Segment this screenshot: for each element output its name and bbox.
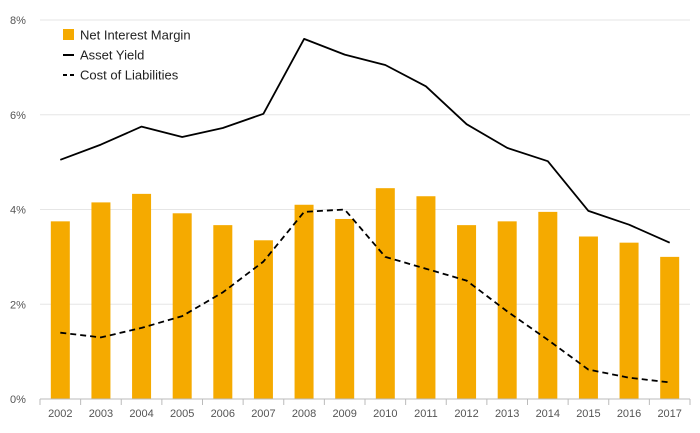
bar-2002 xyxy=(50,221,70,399)
y-tick-label: 6% xyxy=(10,110,26,122)
x-tick-label: 2014 xyxy=(536,408,560,420)
x-tick-label: 2013 xyxy=(495,408,519,420)
bar-2013 xyxy=(497,221,517,399)
x-tick-label: 2011 xyxy=(414,408,438,420)
bar-2008 xyxy=(294,204,314,399)
x-axis: 2002 2003 2004 2005 2006 2007 2008 2009 2010 2011… xyxy=(39,398,691,420)
legend: Net Interest Margin Asset Yield Cost of … xyxy=(63,28,191,83)
y-tick-label: 0% xyxy=(10,394,26,406)
x-tick-label: 2002 xyxy=(48,408,72,420)
x-tick-label: 2010 xyxy=(373,408,397,420)
bar-2009 xyxy=(335,218,355,399)
y-tick-label: 8% xyxy=(10,15,26,27)
x-tick-label: 2012 xyxy=(454,408,478,420)
bar-2007 xyxy=(253,240,273,399)
x-tick-label: 2004 xyxy=(129,408,153,420)
bar-series-net-interest-margin xyxy=(50,188,680,399)
y-axis: 0% 2% 4% 6% 8% xyxy=(10,15,26,406)
bar-2017 xyxy=(660,256,680,399)
bar-2011 xyxy=(416,196,436,399)
bar-2014 xyxy=(538,211,558,399)
x-tick-label: 2005 xyxy=(170,408,194,420)
bar-2006 xyxy=(213,225,233,399)
bar-2010 xyxy=(375,188,395,399)
line-series xyxy=(59,38,671,384)
bar-2005 xyxy=(172,213,192,399)
line-cost-of-liabilities xyxy=(60,208,670,384)
legend-label-asset-yield: Asset Yield xyxy=(80,48,144,63)
bar-2012 xyxy=(457,225,477,399)
x-tick-label: 2007 xyxy=(251,408,275,420)
legend-swatch-net-interest-margin xyxy=(63,29,74,40)
x-tick-label: 2015 xyxy=(576,408,600,420)
line-asset-yield xyxy=(59,38,671,244)
x-tick-label: 2008 xyxy=(292,408,316,420)
y-tick-label: 2% xyxy=(10,299,26,311)
x-tick-label: 2006 xyxy=(211,408,235,420)
x-tick-label: 2003 xyxy=(89,408,113,420)
legend-label-cost-of-liabilities: Cost of Liabilities xyxy=(80,68,179,83)
y-tick-label: 4% xyxy=(10,205,26,217)
x-tick-label: 2009 xyxy=(332,408,356,420)
bar-2004 xyxy=(132,193,152,399)
bar-2016 xyxy=(619,242,639,399)
bar-2015 xyxy=(578,236,598,399)
x-tick-label: 2017 xyxy=(657,408,681,420)
legend-label-net-interest-margin: Net Interest Margin xyxy=(80,28,191,43)
x-tick-label: 2016 xyxy=(617,408,641,420)
bar-2003 xyxy=(91,202,111,399)
